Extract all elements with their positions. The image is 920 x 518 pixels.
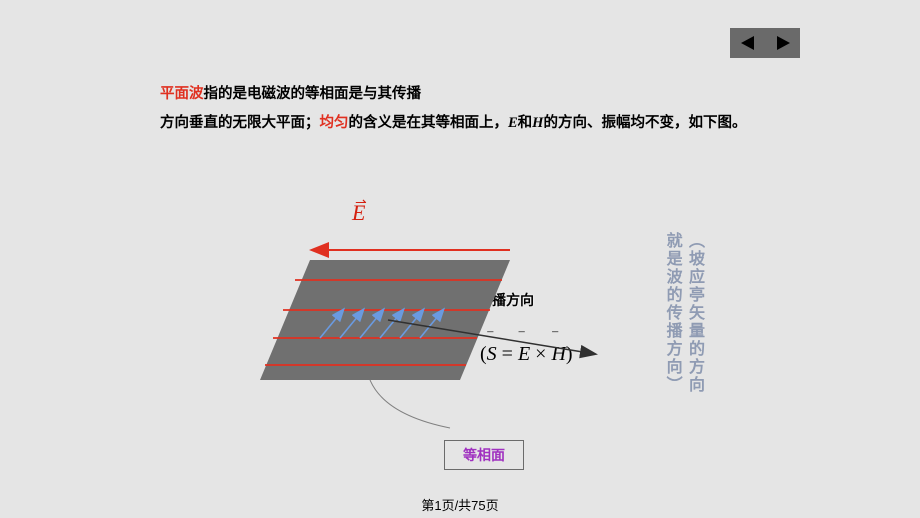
symbol-e: E — [508, 115, 518, 131]
vert-col1: （坡应亭矢量的方向 — [686, 232, 703, 394]
desc-part2b: 的含义是在其等相面上， — [349, 115, 509, 131]
desc-part2a: 方向垂直的无限大平面； — [160, 115, 320, 131]
leader-line — [370, 380, 450, 428]
e-arrow-over: ⇀ — [355, 195, 367, 212]
term-uniform: 均匀 — [320, 115, 349, 131]
symbol-h: H — [532, 115, 543, 131]
term-planewave: 平面波 — [160, 86, 204, 102]
page-number: 第1页/共75页 — [421, 495, 498, 514]
phase-plane-label: 等相面 — [444, 440, 524, 470]
prev-button[interactable] — [730, 28, 765, 58]
triangle-right-icon — [775, 35, 791, 51]
vertical-annotation: （坡应亭矢量的方向 就是波的传播方向） — [660, 232, 705, 394]
phase-plane-shape — [260, 260, 510, 380]
desc-and: 和 — [518, 115, 533, 131]
vert-col2: 就是波的传播方向） — [664, 232, 681, 394]
next-button[interactable] — [765, 28, 800, 58]
desc-part2d: 的方向、振幅均不变，如下图。 — [543, 115, 746, 131]
description-text: 平面波指的是电磁波的等相面是与其传播 方向垂直的无限大平面；均匀的含义是在其等相… — [160, 80, 770, 138]
desc-part1: 指的是电磁波的等相面是与其传播 — [204, 86, 422, 102]
triangle-left-icon — [740, 35, 756, 51]
nav-buttons — [730, 28, 800, 58]
